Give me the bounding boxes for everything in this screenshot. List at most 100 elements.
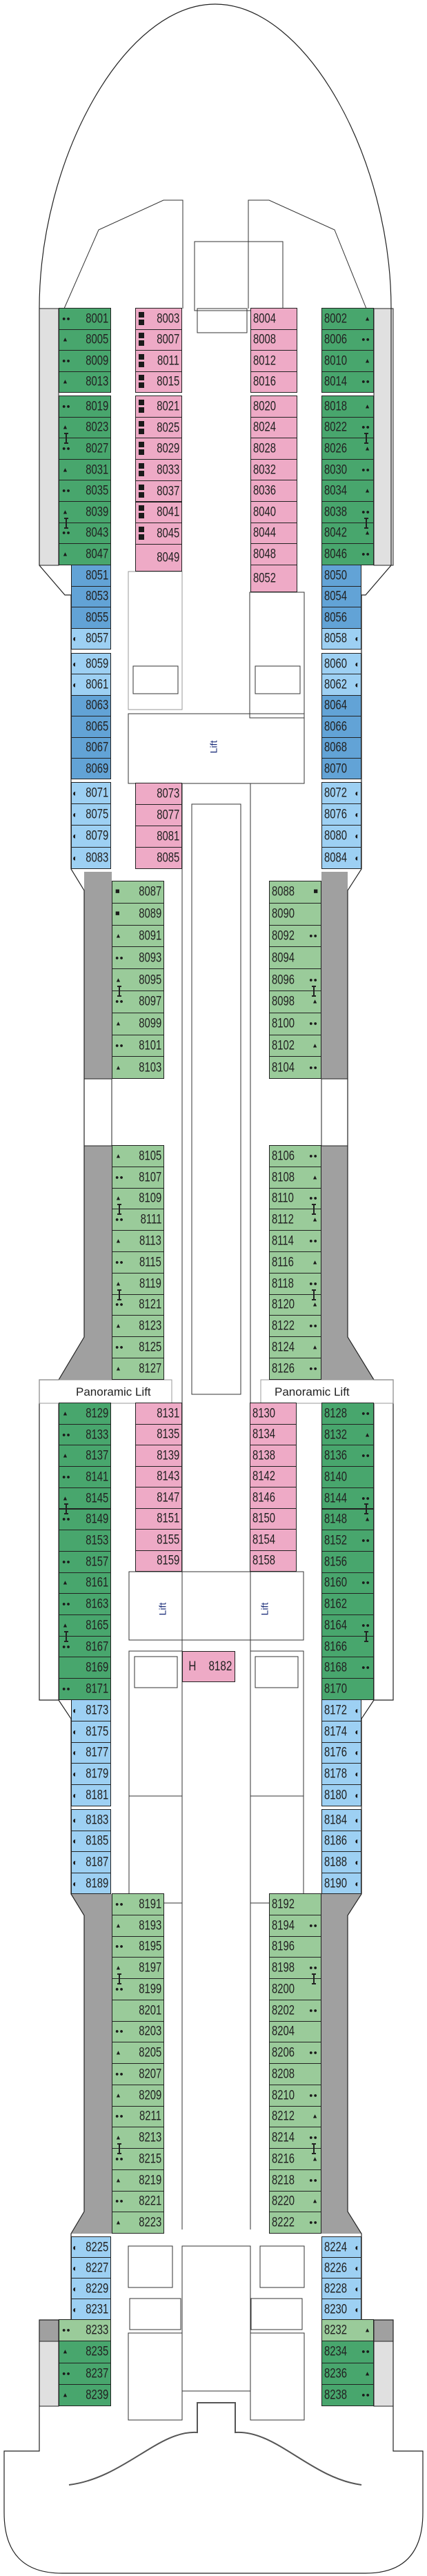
cabin-8130[interactable]: 8130 (250, 1403, 297, 1425)
cabin-8112[interactable]: 8112 ▲ (269, 1209, 321, 1231)
cabin-8004[interactable]: 8004 (250, 308, 297, 330)
cabin-8215[interactable]: 8215 ●● (112, 2148, 164, 2170)
cabin-8122[interactable]: 8122 ●● (269, 1315, 321, 1338)
cabin-8087[interactable]: 8087 ■ (112, 881, 164, 904)
cabin-8114[interactable]: 8114 ●● (269, 1230, 321, 1252)
cabin-8024[interactable]: 8024 (250, 416, 297, 439)
cabin-8179[interactable]: 8179 ◐ (71, 1763, 111, 1786)
cabin-8124[interactable]: 8124 ▲ (269, 1336, 321, 1358)
cabin-8071[interactable]: 8071 ◐ (71, 782, 111, 805)
cabin-8121[interactable]: 8121 ●● (112, 1294, 164, 1316)
cabin-8012[interactable]: 8012 (250, 350, 297, 372)
cabin-8081[interactable]: 8081 (135, 826, 182, 848)
cabin-8160[interactable]: 8160 ●● (321, 1572, 374, 1594)
cabin-8226[interactable]: 8226 ◐ (321, 2257, 361, 2279)
cabin-8231[interactable]: 8231 ◐ (71, 2299, 111, 2320)
cabin-8110[interactable]: 8110 ●● (269, 1187, 321, 1216)
cabin-8115[interactable]: 8115 ●● (112, 1251, 164, 1274)
cabin-8136[interactable]: 8136 ●● (321, 1445, 374, 1467)
cabin-8207[interactable]: 8207 ●● (112, 2063, 164, 2085)
cabin-8049[interactable]: 8049 (135, 544, 182, 572)
cabin-8209[interactable]: 8209 ▲ (112, 2084, 164, 2107)
cabin-8042[interactable]: 8042 ▲ (321, 522, 374, 545)
cabin-8200[interactable]: 8200 (269, 1978, 321, 2000)
cabin-8027[interactable]: 8027 ●● (59, 438, 111, 460)
cabin-8227[interactable]: 8227 ◐ (71, 2257, 111, 2279)
cabin-8142[interactable]: 8142 (250, 1465, 297, 1487)
cabin-8008[interactable]: 8008 (250, 329, 297, 351)
cabin-8054[interactable]: 8054 (321, 585, 361, 607)
cabin-8075[interactable]: 8075 ◐ (71, 803, 111, 826)
cabin-8098[interactable]: 8098 ▲ (269, 991, 321, 1013)
cabin-8092[interactable]: 8092 ●● (269, 924, 321, 948)
cabin-8197[interactable]: 8197 ▲ (112, 1957, 164, 1984)
cabin-8149[interactable]: 8149 ●● (59, 1508, 111, 1531)
cabin-8053[interactable]: 8053 (71, 585, 111, 607)
cabin-8210[interactable]: 8210 ●● (269, 2084, 321, 2107)
cabin-8125[interactable]: 8125 ●● (112, 1336, 164, 1358)
cabin-8237[interactable]: 8237 ●● (59, 2362, 111, 2385)
cabin-8155[interactable]: 8155 (135, 1529, 182, 1551)
cabin-8202[interactable]: 8202 ●● (269, 1999, 321, 2022)
cabin-8131[interactable]: 8131 (135, 1403, 182, 1425)
cabin-8170[interactable]: 8170 (321, 1678, 374, 1700)
cabin-8238[interactable]: 8238 ●● (321, 2383, 374, 2407)
cabin-8171[interactable]: 8171 ●● (59, 1678, 111, 1700)
cabin-8063[interactable]: 8063 (71, 694, 111, 717)
cabin-8010[interactable]: 8010 ▲ (321, 350, 374, 372)
cabin-8126[interactable]: 8126 ●● (269, 1358, 321, 1380)
cabin-8152[interactable]: 8152 ●● (321, 1530, 374, 1552)
cabin-8222[interactable]: 8222 ●● (269, 2212, 321, 2234)
cabin-8028[interactable]: 8028 (250, 438, 297, 460)
cabin-8144[interactable]: 8144 ●● (321, 1487, 374, 1515)
cabin-8108[interactable]: 8108 ▲ (269, 1166, 321, 1189)
cabin-8065[interactable]: 8065 (71, 716, 111, 738)
cabin-8059[interactable]: 8059 ◐ (71, 653, 111, 675)
cabin-8045[interactable]: 8045 (135, 523, 182, 545)
cabin-8051[interactable]: 8051 (71, 565, 111, 587)
cabin-8191[interactable]: 8191 ●● (112, 1893, 164, 1915)
cabin-8195[interactable]: 8195 ●● (112, 1935, 164, 1958)
cabin-8020[interactable]: 8020 (250, 396, 297, 418)
cabin-8138[interactable]: 8138 (250, 1445, 297, 1467)
cabin-8040[interactable]: 8040 (250, 501, 297, 523)
cabin-8100[interactable]: 8100 ●● (269, 1012, 321, 1035)
cabin-8206[interactable]: 8206 ●● (269, 2042, 321, 2064)
cabin-8080[interactable]: 8080 ◐ (321, 825, 361, 848)
cabin-8116[interactable]: 8116 ▲ (269, 1251, 321, 1274)
cabin-8163[interactable]: 8163 ●● (59, 1593, 111, 1615)
cabin-8023[interactable]: 8023 ▲ (59, 416, 111, 445)
cabin-8021[interactable]: 8021 (135, 396, 182, 418)
cabin-8011[interactable]: 8011 (135, 350, 182, 372)
cabin-8129[interactable]: 8129 ▲ (59, 1403, 111, 1425)
cabin-8204[interactable]: 8204 (269, 2020, 321, 2043)
cabin-8229[interactable]: 8229 ◐ (71, 2278, 111, 2299)
cabin-8048[interactable]: 8048 (250, 543, 297, 565)
cabin-8015[interactable]: 8015 (135, 371, 182, 393)
cabin-8030[interactable]: 8030 ●● (321, 458, 374, 481)
cabin-8208[interactable]: 8208 (269, 2063, 321, 2085)
cabin-8095[interactable]: 8095 ▲ (112, 968, 164, 997)
cabin-8145[interactable]: 8145 ▲ (59, 1487, 111, 1515)
cabin-8084[interactable]: 8084 ◐ (321, 846, 361, 869)
cabin-8009[interactable]: 8009 ●● (59, 350, 111, 372)
cabin-8177[interactable]: 8177 ◐ (71, 1741, 111, 1764)
cabin-8113[interactable]: 8113 ▲ (112, 1230, 164, 1252)
cabin-8172[interactable]: 8172 ◐ (321, 1699, 361, 1721)
cabin-8094[interactable]: 8094 (269, 946, 321, 970)
cabin-8062[interactable]: 8062 ◐ (321, 674, 361, 696)
cabin-8137[interactable]: 8137 ▲ (59, 1445, 111, 1467)
cabin-8002[interactable]: 8002 ▲ (321, 308, 374, 330)
cabin-8038[interactable]: 8038 ●● (321, 501, 374, 529)
cabin-8055[interactable]: 8055 (71, 607, 111, 629)
cabin-8203[interactable]: 8203 ●● (112, 2020, 164, 2043)
cabin-8025[interactable]: 8025 (135, 416, 182, 439)
cabin-8224[interactable]: 8224 ◐ (321, 2236, 361, 2258)
cabin-8140[interactable]: 8140 (321, 1466, 374, 1488)
cabin-8076[interactable]: 8076 ◐ (321, 803, 361, 826)
cabin-8096[interactable]: 8096 ●● (269, 968, 321, 997)
cabin-8018[interactable]: 8018 ▲ (321, 396, 374, 418)
cabin-8013[interactable]: 8013 ▲ (59, 371, 111, 393)
cabin-8118[interactable]: 8118 ●● (269, 1272, 321, 1300)
cabin-8230[interactable]: 8230 ◐ (321, 2299, 361, 2320)
